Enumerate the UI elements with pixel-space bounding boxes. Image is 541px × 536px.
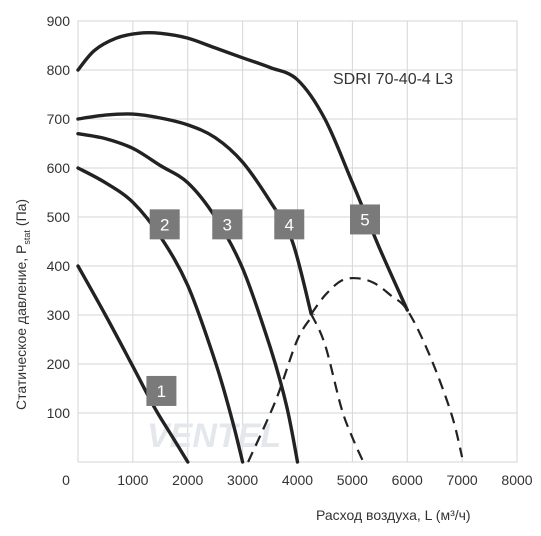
curve-group xyxy=(76,30,464,464)
curve-badge-label: 4 xyxy=(285,215,294,234)
curve-badge-2 xyxy=(149,209,180,240)
curve-badge-1 xyxy=(146,375,177,406)
x-tick-label: 1000 xyxy=(117,472,148,488)
y-axis-label-unit: (Па) xyxy=(13,199,29,226)
curve-badge-label: 2 xyxy=(160,215,169,234)
fan-curve-5 xyxy=(76,30,409,312)
curve-badge-label: 1 xyxy=(157,382,166,401)
watermark-text: VENTEL xyxy=(147,417,281,455)
x-tick-label: 5000 xyxy=(337,472,368,488)
chart-title: SDRI 70-40-4 L3 xyxy=(333,71,453,88)
y-tick-label: 500 xyxy=(47,209,71,225)
y-tick-label: 400 xyxy=(47,258,71,274)
y-tick-labels: 100 200 300 400 500 600 700 800 900 xyxy=(47,13,71,421)
x-tick-labels: 0 1000 2000 3000 4000 5000 6000 7000 8000 xyxy=(62,472,533,488)
y-tick-label: 800 xyxy=(47,62,71,78)
x-tick-label: 3000 xyxy=(227,472,258,488)
x-tick-label: 7000 xyxy=(447,472,478,488)
x-tick-label: 4000 xyxy=(282,472,313,488)
system-curve-dashed xyxy=(310,276,464,458)
x-tick-label: 6000 xyxy=(392,472,423,488)
y-tick-label: 100 xyxy=(47,405,71,421)
fan-curve-3 xyxy=(76,132,300,464)
system-curve-dashed xyxy=(247,313,315,463)
y-axis-label-main: Статическое давление, P xyxy=(13,245,29,410)
curve-badge-label: 3 xyxy=(223,215,232,234)
curve-badges: 1 2 3 4 5 xyxy=(146,204,380,406)
x-tick-label: 2000 xyxy=(172,472,203,488)
curve-badge-3 xyxy=(212,209,243,240)
fan-curve-1 xyxy=(76,264,190,464)
y-tick-label: 200 xyxy=(47,356,71,372)
curve-badge-4 xyxy=(274,209,305,240)
y-tick-label: 600 xyxy=(47,160,71,176)
fan-curve-2 xyxy=(76,166,245,464)
y-axis-label: Статическое давление, Pstat (Па) xyxy=(13,199,32,410)
y-axis-label-sub: stat xyxy=(22,230,32,245)
system-curve-dashed xyxy=(310,313,365,463)
curve-badge-5 xyxy=(349,204,380,235)
y-tick-label: 300 xyxy=(47,307,71,323)
x-tick-label: 0 xyxy=(62,472,70,488)
curve-badge-label: 5 xyxy=(360,210,369,229)
x-tick-label: 8000 xyxy=(501,472,532,488)
y-tick-label: 900 xyxy=(47,13,71,29)
y-tick-label: 700 xyxy=(47,111,71,127)
x-axis-label: Расход воздуха, L (м³/ч) xyxy=(316,507,471,523)
